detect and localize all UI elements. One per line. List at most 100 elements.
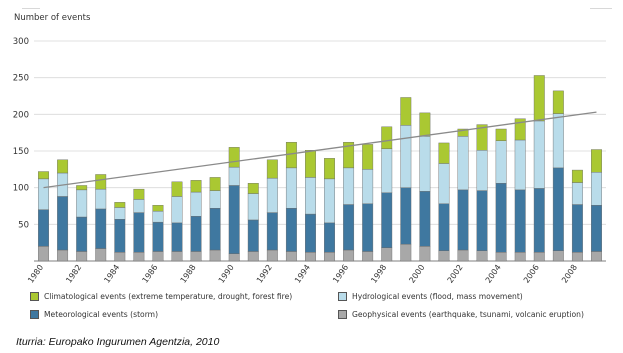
legend-item: Hydrological events (flood, mass movemen… [338, 292, 523, 301]
bar-segment [381, 126, 393, 150]
bar-segment [95, 248, 107, 262]
x-tick-label: 1990 [217, 263, 236, 285]
bar-segment [571, 204, 583, 253]
x-tick-label: 2006 [522, 263, 541, 285]
bar-segment [457, 189, 469, 251]
x-tick-label: 2000 [407, 263, 426, 285]
y-tick-label: 150 [13, 147, 29, 157]
source-caption: Iturria: Europako Ingurumen Agentzia, 20… [16, 336, 220, 348]
x-tick-label: 2004 [484, 263, 503, 285]
bar-segment [152, 221, 164, 252]
bar-segment [400, 187, 412, 245]
bar-segment [133, 188, 145, 200]
bar-segment [343, 141, 355, 169]
bar-segment [209, 177, 221, 191]
legend-item: Geophysical events (earthquake, tsunami,… [338, 310, 584, 319]
bar-segment [533, 188, 545, 253]
bar-segment [38, 246, 49, 262]
bar-segment [209, 207, 221, 251]
bar-segment [495, 140, 507, 184]
bar-segment [228, 166, 240, 186]
stacked-bar-chart: Number of events 50 100 150 200 250 300 1980 198… [13, 13, 606, 285]
legend-swatch [30, 292, 39, 301]
bar-segment [533, 75, 545, 122]
bar-segment [209, 190, 221, 209]
bar-segment [495, 251, 507, 262]
bar-segment [171, 196, 183, 224]
bar-segment [114, 202, 126, 208]
bar-segment [190, 251, 202, 262]
bar-segment [381, 192, 393, 249]
bar-segment [38, 178, 49, 210]
bar-segment [190, 191, 202, 217]
bar-segment [419, 136, 431, 192]
bar-segment [76, 189, 88, 218]
bar-segment [171, 222, 183, 252]
top-rule-left [22, 8, 40, 9]
legend-label: Climatological events (extreme temperatu… [44, 292, 293, 301]
bar-segment [476, 250, 488, 262]
x-tick-label: 1988 [179, 263, 198, 285]
y-tick-label: 250 [13, 74, 29, 84]
bar-segment [171, 181, 183, 197]
bar-segment [324, 222, 335, 253]
x-tick-label: 1986 [141, 263, 160, 285]
chart-legend: Climatological events (extreme temperatu… [30, 290, 620, 326]
bar-segment [476, 124, 488, 151]
bar-segment [305, 150, 316, 178]
bar-segment [343, 204, 355, 251]
bar-segment [133, 199, 145, 213]
bar-segment [133, 212, 145, 253]
bar-segment [247, 219, 259, 252]
bar-segment [152, 251, 164, 262]
bar-segment [591, 172, 602, 206]
bar-segment [152, 205, 164, 212]
bar-segment [209, 249, 221, 262]
bar-segment [95, 208, 107, 249]
bar-segment [591, 149, 602, 173]
x-tick-label: 2002 [446, 263, 465, 285]
legend-label: Geophysical events (earthquake, tsunami,… [352, 310, 584, 319]
bar-segment [343, 167, 355, 205]
bar-segment [438, 142, 450, 164]
bar-segment [57, 196, 69, 251]
bar-segment [305, 213, 316, 253]
bar-segment [552, 250, 564, 262]
legend-swatch [338, 292, 347, 301]
legend-swatch [338, 310, 347, 319]
bar-segment [400, 97, 412, 126]
bar-segment [591, 205, 602, 252]
bar-segment [552, 90, 564, 114]
bar-segment [343, 249, 355, 262]
bar-segment [324, 158, 335, 180]
bar-segment [152, 210, 164, 223]
bar-segment [381, 148, 393, 194]
bar-segment [533, 251, 545, 262]
x-tick-label: 1980 [26, 263, 45, 285]
bar-segment [305, 177, 316, 215]
bar-segment [457, 136, 469, 191]
bar-segment [266, 212, 278, 251]
bar-segment [591, 251, 602, 262]
bar-segment [228, 253, 240, 262]
bar-segment [362, 251, 374, 262]
bar-segment [114, 251, 126, 262]
x-tick-label: 1998 [369, 263, 388, 285]
bar-segment [495, 183, 507, 253]
y-tick-label: 100 [13, 184, 29, 194]
bar-segment [476, 190, 488, 251]
bar-segment [57, 159, 69, 174]
bar-segment [228, 147, 240, 168]
bar-segment [533, 120, 545, 189]
bar-segment [400, 243, 412, 262]
bar-segment [285, 251, 297, 262]
bar-segment [419, 191, 431, 247]
legend-label: Meteorological events (storm) [44, 310, 159, 319]
x-tick-label: 1992 [255, 263, 274, 285]
bar-segment [114, 218, 126, 253]
bar-segment [247, 193, 259, 221]
bar-segment [476, 150, 488, 191]
bar-segment [514, 189, 526, 253]
bar-segment [514, 251, 526, 262]
bar-segment [266, 177, 278, 213]
